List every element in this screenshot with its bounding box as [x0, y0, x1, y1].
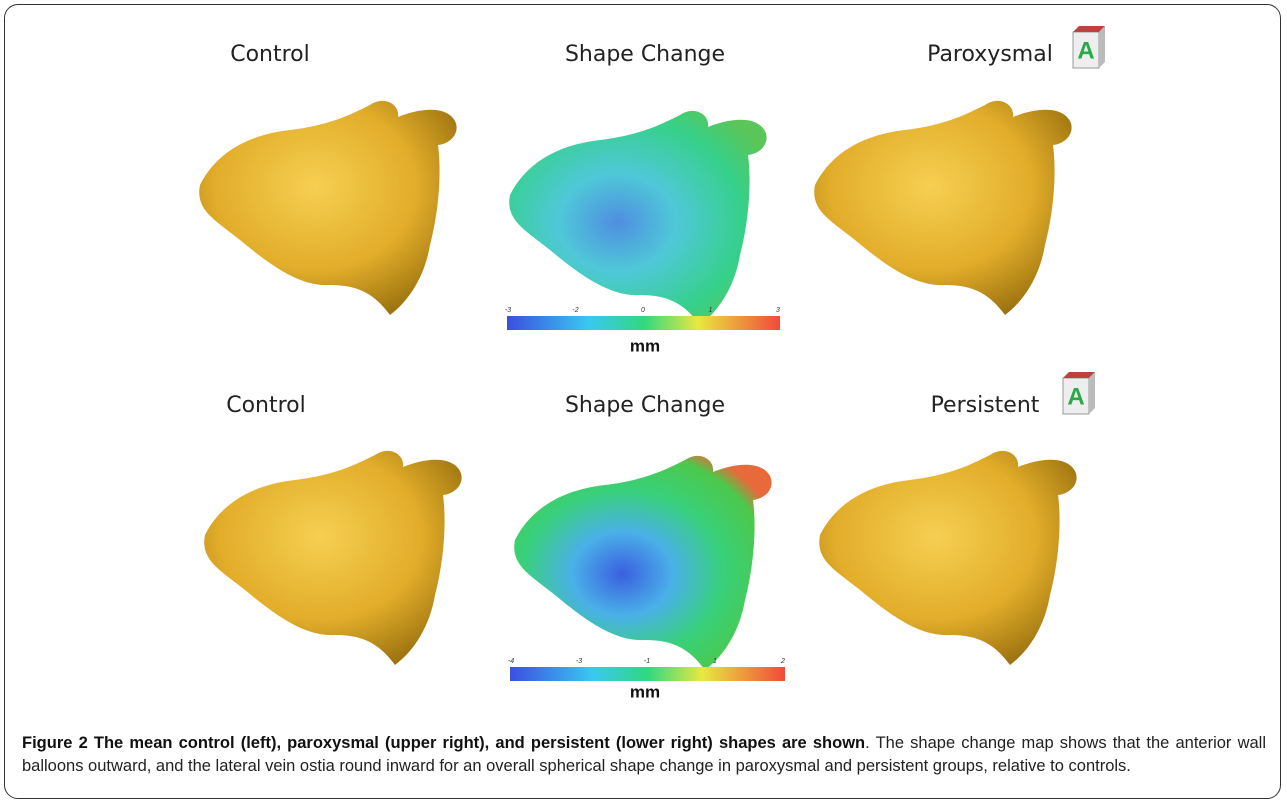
colorbar-tick-label: 1	[709, 307, 713, 314]
figure: A A Control Shape Change Paroxysmal Cont…	[0, 0, 1287, 730]
orientation-label: A	[1077, 37, 1094, 64]
panel-label: Shape Change	[565, 393, 725, 418]
colorbar-unit: mm	[630, 336, 660, 355]
persistent-shape	[819, 451, 1076, 665]
colorbar-tick-label: 0	[641, 307, 645, 314]
panel-label: Shape Change	[565, 42, 725, 67]
page: A A Control Shape Change Paroxysmal Cont…	[0, 0, 1287, 805]
colorbar	[510, 667, 785, 681]
control-shape	[199, 101, 456, 315]
caption-title: Figure 2 The mean control (left), paroxy…	[22, 734, 865, 752]
colorbar-tick-label: -3	[576, 658, 582, 665]
colorbar-tick-label: -1	[644, 658, 650, 665]
panel-label: Persistent	[931, 393, 1040, 418]
colorbar-unit: mm	[630, 682, 660, 701]
panel-label: Paroxysmal	[927, 42, 1053, 67]
panel-label: Control	[230, 42, 310, 67]
colorbar-tick-label: -3	[505, 307, 511, 314]
colorbar-tick-label: -2	[572, 307, 578, 314]
caption: Figure 2 The mean control (left), paroxy…	[22, 732, 1266, 777]
paroxysmal-shape	[814, 101, 1071, 315]
shape-change-map	[514, 456, 771, 670]
colorbar-tick-label: -4	[508, 658, 514, 665]
control-shape	[204, 451, 461, 665]
shape-change-map	[509, 111, 766, 325]
panel-label: Control	[226, 393, 306, 418]
colorbar-tick-label: 1	[713, 658, 717, 665]
colorbar-tick-label: 2	[780, 658, 785, 665]
colorbar	[507, 316, 780, 330]
colorbar-tick-label: 3	[776, 307, 780, 314]
orientation-label: A	[1067, 383, 1084, 410]
